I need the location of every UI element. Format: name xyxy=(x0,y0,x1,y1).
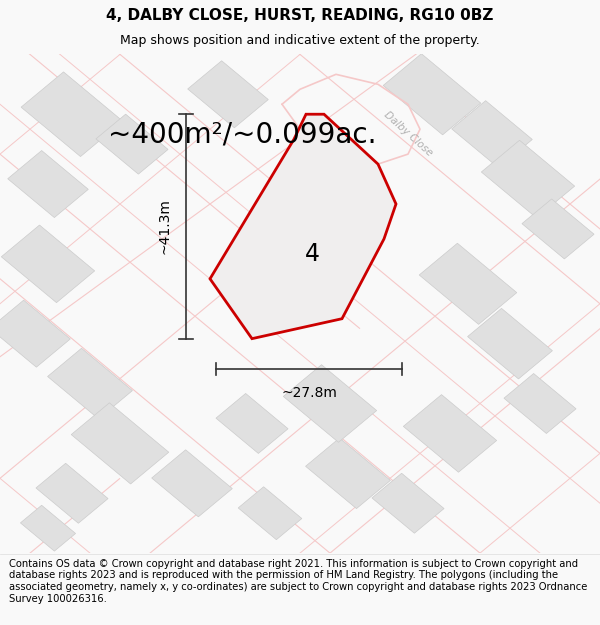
Polygon shape xyxy=(21,72,123,156)
Polygon shape xyxy=(419,243,517,324)
Text: Map shows position and indicative extent of the property.: Map shows position and indicative extent… xyxy=(120,34,480,48)
Polygon shape xyxy=(96,114,168,174)
Text: ~27.8m: ~27.8m xyxy=(281,386,337,400)
Polygon shape xyxy=(188,61,268,127)
Polygon shape xyxy=(522,199,594,259)
Polygon shape xyxy=(0,300,70,367)
Polygon shape xyxy=(36,463,108,523)
Polygon shape xyxy=(372,473,444,533)
Text: Contains OS data © Crown copyright and database right 2021. This information is : Contains OS data © Crown copyright and d… xyxy=(9,559,587,604)
Polygon shape xyxy=(383,54,481,135)
Text: Dalby Close: Dalby Close xyxy=(382,110,434,159)
Polygon shape xyxy=(481,140,575,218)
Polygon shape xyxy=(467,308,553,379)
Polygon shape xyxy=(210,114,396,339)
Polygon shape xyxy=(238,487,302,539)
Polygon shape xyxy=(403,394,497,472)
Polygon shape xyxy=(452,101,532,168)
Polygon shape xyxy=(504,374,576,434)
Text: 4: 4 xyxy=(305,242,320,266)
Text: ~400m²/~0.099ac.: ~400m²/~0.099ac. xyxy=(108,120,377,148)
Polygon shape xyxy=(305,438,391,509)
Polygon shape xyxy=(71,403,169,484)
Polygon shape xyxy=(47,348,133,419)
Polygon shape xyxy=(20,505,76,551)
Polygon shape xyxy=(152,450,232,517)
Text: ~41.3m: ~41.3m xyxy=(157,199,171,254)
Text: 4, DALBY CLOSE, HURST, READING, RG10 0BZ: 4, DALBY CLOSE, HURST, READING, RG10 0BZ xyxy=(106,8,494,22)
Polygon shape xyxy=(8,151,88,218)
Polygon shape xyxy=(1,225,95,302)
Polygon shape xyxy=(216,394,288,453)
Polygon shape xyxy=(283,365,377,442)
